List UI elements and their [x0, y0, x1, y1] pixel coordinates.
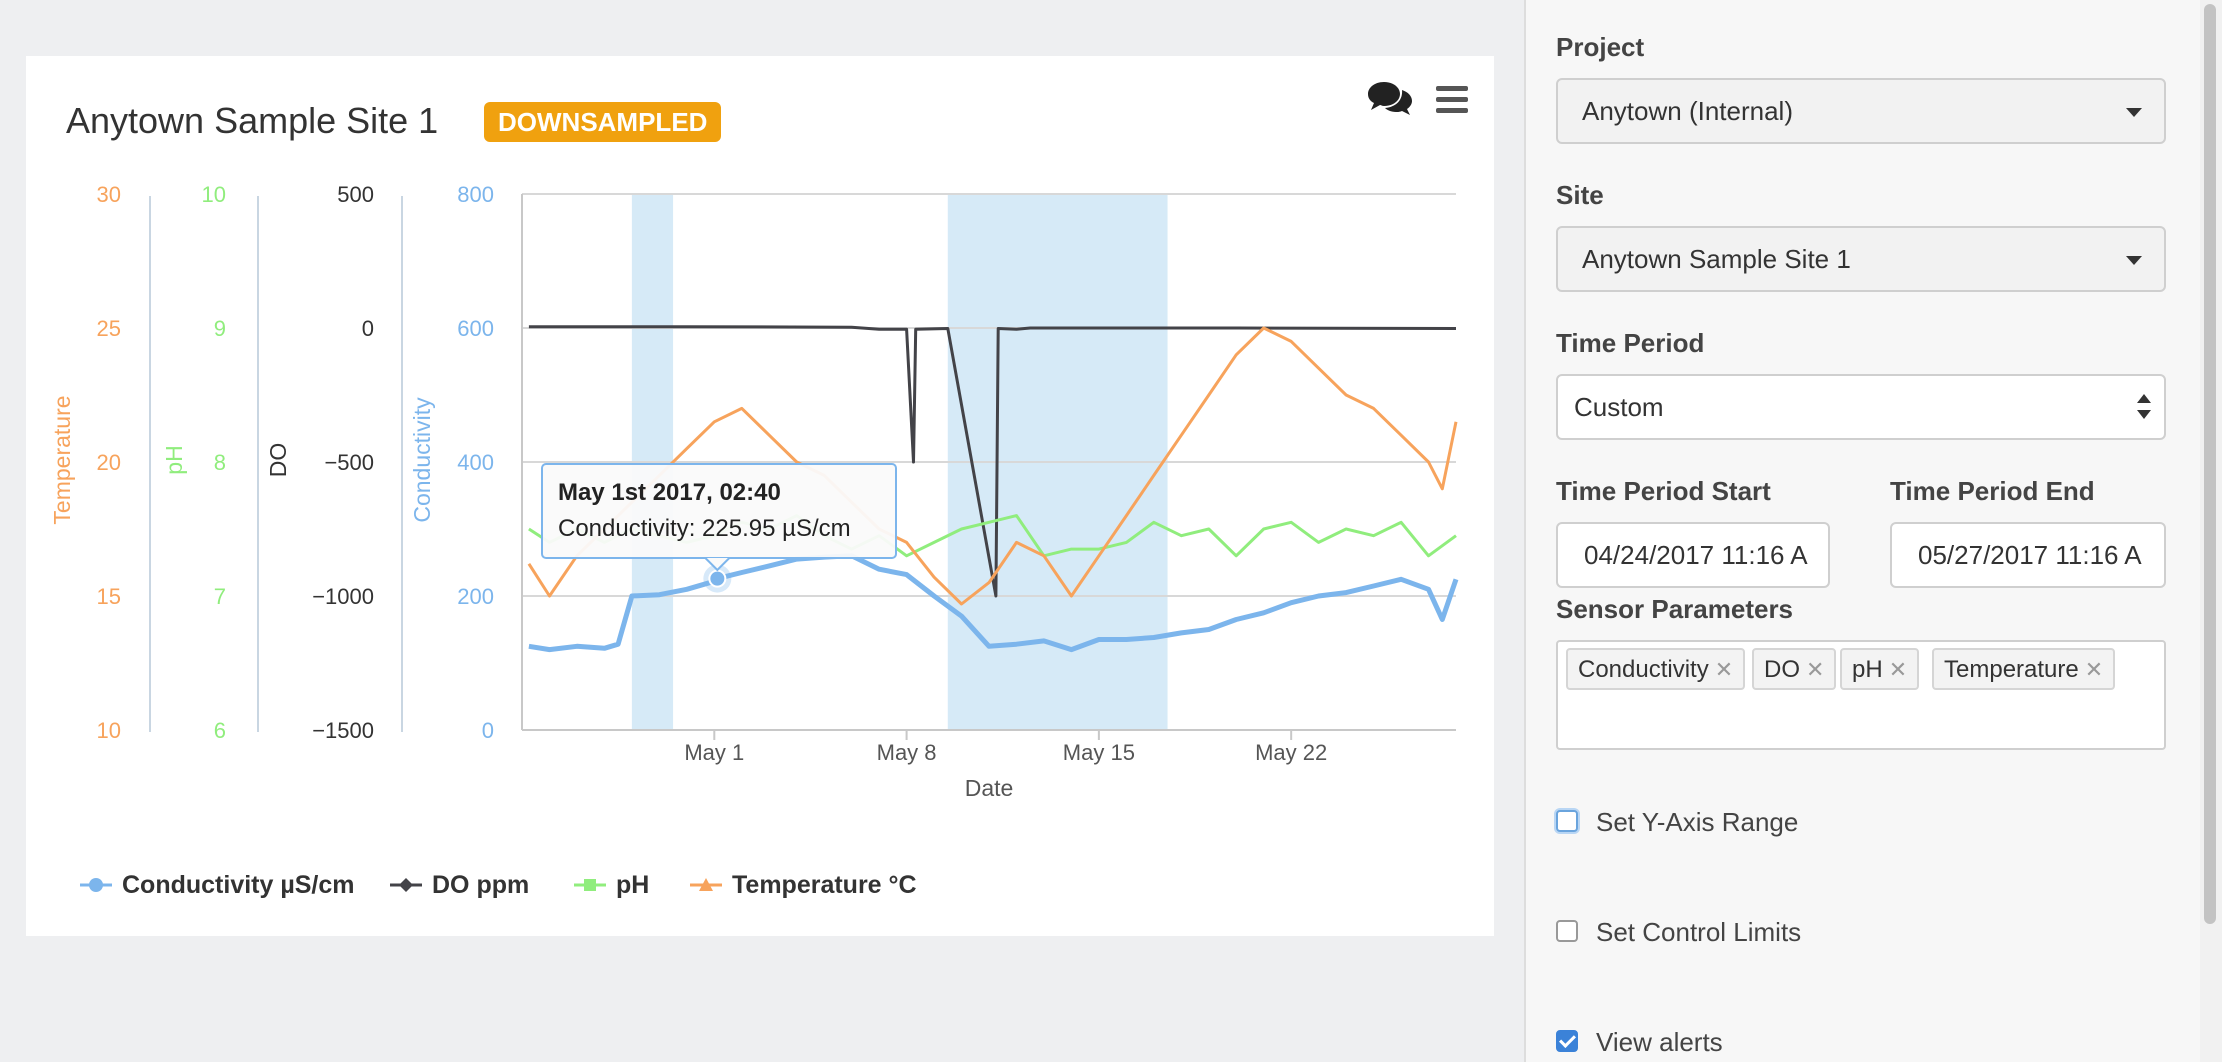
- legend-item-ph[interactable]: pH: [574, 871, 649, 899]
- y-tick-label: −500: [324, 450, 374, 475]
- tag-temperature: Temperature ✕: [1932, 648, 2116, 690]
- comments-button[interactable]: [1366, 78, 1414, 118]
- legend-item-do[interactable]: DO ppm: [390, 871, 529, 899]
- view-alerts-label[interactable]: View alerts: [1596, 1027, 1723, 1057]
- y-tick-label: 6: [214, 718, 226, 743]
- y-tick-label: 400: [457, 450, 494, 475]
- tag-conductivity: Conductivity ✕: [1566, 648, 1746, 690]
- project-select[interactable]: Anytown (Internal): [1556, 78, 2166, 144]
- y-tick-label: 30: [97, 182, 121, 207]
- scrollbar-thumb[interactable]: [2204, 4, 2216, 924]
- chart-menu-button[interactable]: [1432, 82, 1472, 118]
- tag-ph: pH ✕: [1840, 648, 1920, 690]
- sensor-parameters-multiselect[interactable]: Conductivity ✕ DO ✕ pH ✕ Temperature ✕: [1556, 640, 2166, 750]
- tooltip-pointer: [704, 557, 731, 572]
- y-tick-label: 10: [97, 718, 121, 743]
- y-axis-do: 500 0 −500 −1000 −1500 DO: [265, 182, 403, 743]
- time-period-end-input[interactable]: 05/27/2017 11:16 A: [1890, 522, 2166, 588]
- x-tick-label: May 15: [1063, 740, 1135, 765]
- view-alerts-checkbox[interactable]: [1556, 1030, 1578, 1052]
- legend-label: Conductivity µS/cm: [122, 871, 355, 899]
- hover-point: [708, 569, 727, 588]
- series-line-temperature: [527, 326, 1458, 606]
- legend-label: pH: [616, 871, 649, 899]
- x-tick-label: May 1: [684, 740, 744, 765]
- remove-temperature-icon[interactable]: ✕: [2084, 657, 2104, 682]
- x-axis-title: Date: [965, 775, 1014, 801]
- site-select-value: Anytown Sample Site 1: [1582, 244, 1851, 274]
- tooltip: May 1st 2017, 02:40 Conductivity: 225.95 …: [541, 463, 897, 572]
- y-tick-label: −1500: [312, 718, 374, 743]
- chevron-down-icon: [2126, 108, 2142, 117]
- y-tick-label: −1000: [312, 584, 374, 609]
- legend-item-conductivity[interactable]: Conductivity µS/cm: [80, 871, 355, 899]
- y-axis-ph: 10 9 8 7 6 pH: [161, 182, 259, 743]
- y-tick-label: 600: [457, 316, 494, 341]
- y-tick-label: 800: [457, 182, 494, 207]
- x-tick-label: May 8: [877, 740, 937, 765]
- y-tick-label: 20: [97, 450, 121, 475]
- chart-area: 30 25 20 15 10 Temperature 10 9 8 7 6 pH 500 0 −500 −10…: [49, 182, 1459, 899]
- y-tick-label: 25: [97, 316, 121, 341]
- y-tick-label: 9: [214, 316, 226, 341]
- downsampled-badge: DOWNSAMPLED: [484, 102, 722, 142]
- set-y-axis-range-label[interactable]: Set Y-Axis Range: [1596, 807, 1799, 837]
- tooltip-title: May 1st 2017, 02:40: [558, 479, 781, 506]
- legend-marker: [699, 878, 713, 891]
- y-axis-title: pH: [161, 445, 187, 474]
- chart-title: Anytown Sample Site 1: [66, 100, 439, 141]
- site-select[interactable]: Anytown Sample Site 1: [1556, 226, 2166, 292]
- y-tick-label: 500: [337, 182, 374, 207]
- y-tick-label: 7: [214, 584, 226, 609]
- remove-do-icon[interactable]: ✕: [1806, 657, 1825, 682]
- legend-marker: [584, 879, 596, 891]
- remove-ph-icon[interactable]: ✕: [1888, 657, 1908, 682]
- y-axis-temperature: 30 25 20 15 10 Temperature: [49, 182, 151, 743]
- tooltip-text: Conductivity: 225.95 µS/cm: [558, 515, 851, 542]
- sensor-parameters-label: Sensor Parameters: [1556, 594, 1794, 624]
- time-period-start-input[interactable]: 04/24/2017 11:16 A: [1556, 522, 1830, 588]
- hamburger-menu-icon: [1436, 86, 1468, 113]
- chevron-down-icon: [2126, 256, 2142, 265]
- time-period-value: Custom: [1574, 392, 1664, 422]
- y-axis-title: Conductivity: [409, 397, 435, 523]
- legend-label: DO ppm: [432, 871, 529, 899]
- y-tick-label: 8: [214, 450, 226, 475]
- up-down-arrows-icon: [2136, 394, 2152, 422]
- y-axis-title: Temperature: [49, 395, 75, 524]
- y-tick-label: 0: [482, 718, 494, 743]
- time-period-label: Time Period: [1556, 328, 1705, 358]
- site-label: Site: [1556, 180, 1604, 210]
- set-control-limits-checkbox[interactable]: [1556, 920, 1578, 942]
- x-tick-label: May 22: [1255, 740, 1327, 765]
- legend-item-temperature[interactable]: Temperature °C: [690, 871, 917, 899]
- chart-card: Anytown Sample Site 1 DOWNSAMPLED 30 25 20…: [26, 56, 1494, 936]
- y-tick-label: 10: [202, 182, 226, 207]
- legend-label: Temperature °C: [732, 871, 917, 899]
- set-y-axis-range-checkbox[interactable]: [1556, 810, 1578, 832]
- comments-icon: [1368, 82, 1412, 115]
- y-tick-label: 0: [362, 316, 374, 341]
- time-period-end-label: Time Period End: [1890, 476, 2095, 506]
- series-line-conductivity: [528, 553, 1459, 653]
- y-tick-label: 200: [457, 584, 494, 609]
- y-axis-title: DO: [265, 443, 291, 478]
- y-tick-label: 15: [97, 584, 121, 609]
- series-line-do: [528, 325, 1457, 598]
- time-period-select[interactable]: Custom: [1556, 374, 2166, 440]
- set-control-limits-label[interactable]: Set Control Limits: [1596, 917, 1802, 947]
- legend-marker: [89, 878, 103, 892]
- tag-do: DO ✕: [1752, 648, 1837, 690]
- time-period-start-label: Time Period Start: [1556, 476, 1771, 506]
- y-axis-conductivity: 800 600 400 200 0 Conductivity: [409, 182, 494, 743]
- remove-conductivity-icon[interactable]: ✕: [1714, 657, 1734, 682]
- legend-marker: [399, 878, 413, 892]
- project-select-value: Anytown (Internal): [1582, 96, 1793, 126]
- project-label: Project: [1556, 32, 1645, 62]
